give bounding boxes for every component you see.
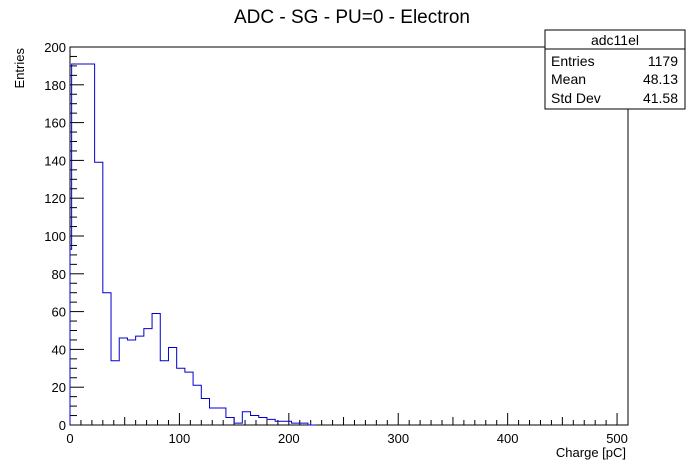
y-axis-ticks: 0 20 40 60 80 100 120 140 160 180 200 xyxy=(44,40,84,433)
y-tick-label: 180 xyxy=(44,78,66,93)
x-tick-label: 500 xyxy=(606,431,628,446)
histogram-series xyxy=(69,63,317,426)
y-tick-label: 80 xyxy=(52,267,66,282)
stats-stddev-label: Std Dev xyxy=(551,90,601,106)
stats-box: adc11el Entries 1179 Mean 48.13 Std Dev … xyxy=(544,29,686,110)
y-tick-label: 20 xyxy=(52,380,66,395)
y-tick-label: 60 xyxy=(52,305,66,320)
y-tick-label: 120 xyxy=(44,191,66,206)
x-tick-label: 0 xyxy=(66,431,73,446)
stats-stddev-value: 41.58 xyxy=(643,90,678,106)
stats-entries-label: Entries xyxy=(551,53,595,69)
chart-title: ADC - SG - PU=0 - Electron xyxy=(234,7,470,28)
y-tick-label: 40 xyxy=(52,342,66,357)
stats-mean-value: 48.13 xyxy=(643,71,678,87)
y-tick-label: 0 xyxy=(59,418,66,433)
y-tick-label: 100 xyxy=(44,229,66,244)
x-axis-label: Charge [pC] xyxy=(556,445,626,460)
y-tick-label: 200 xyxy=(44,40,66,55)
x-tick-label: 200 xyxy=(278,431,300,446)
stats-box-title: adc11el xyxy=(591,32,639,48)
stats-box-frame xyxy=(544,29,686,110)
stats-entries-value: 1179 xyxy=(648,53,678,69)
x-tick-label: 300 xyxy=(387,431,409,446)
stats-mean-label: Mean xyxy=(551,71,586,87)
y-axis-label: Entries xyxy=(12,48,27,89)
x-axis-ticks: 0 100 200 300 400 500 xyxy=(66,413,629,446)
x-tick-label: 100 xyxy=(169,431,191,446)
y-tick-label: 160 xyxy=(44,116,66,131)
y-tick-label: 140 xyxy=(44,153,66,168)
x-tick-label: 400 xyxy=(497,431,519,446)
